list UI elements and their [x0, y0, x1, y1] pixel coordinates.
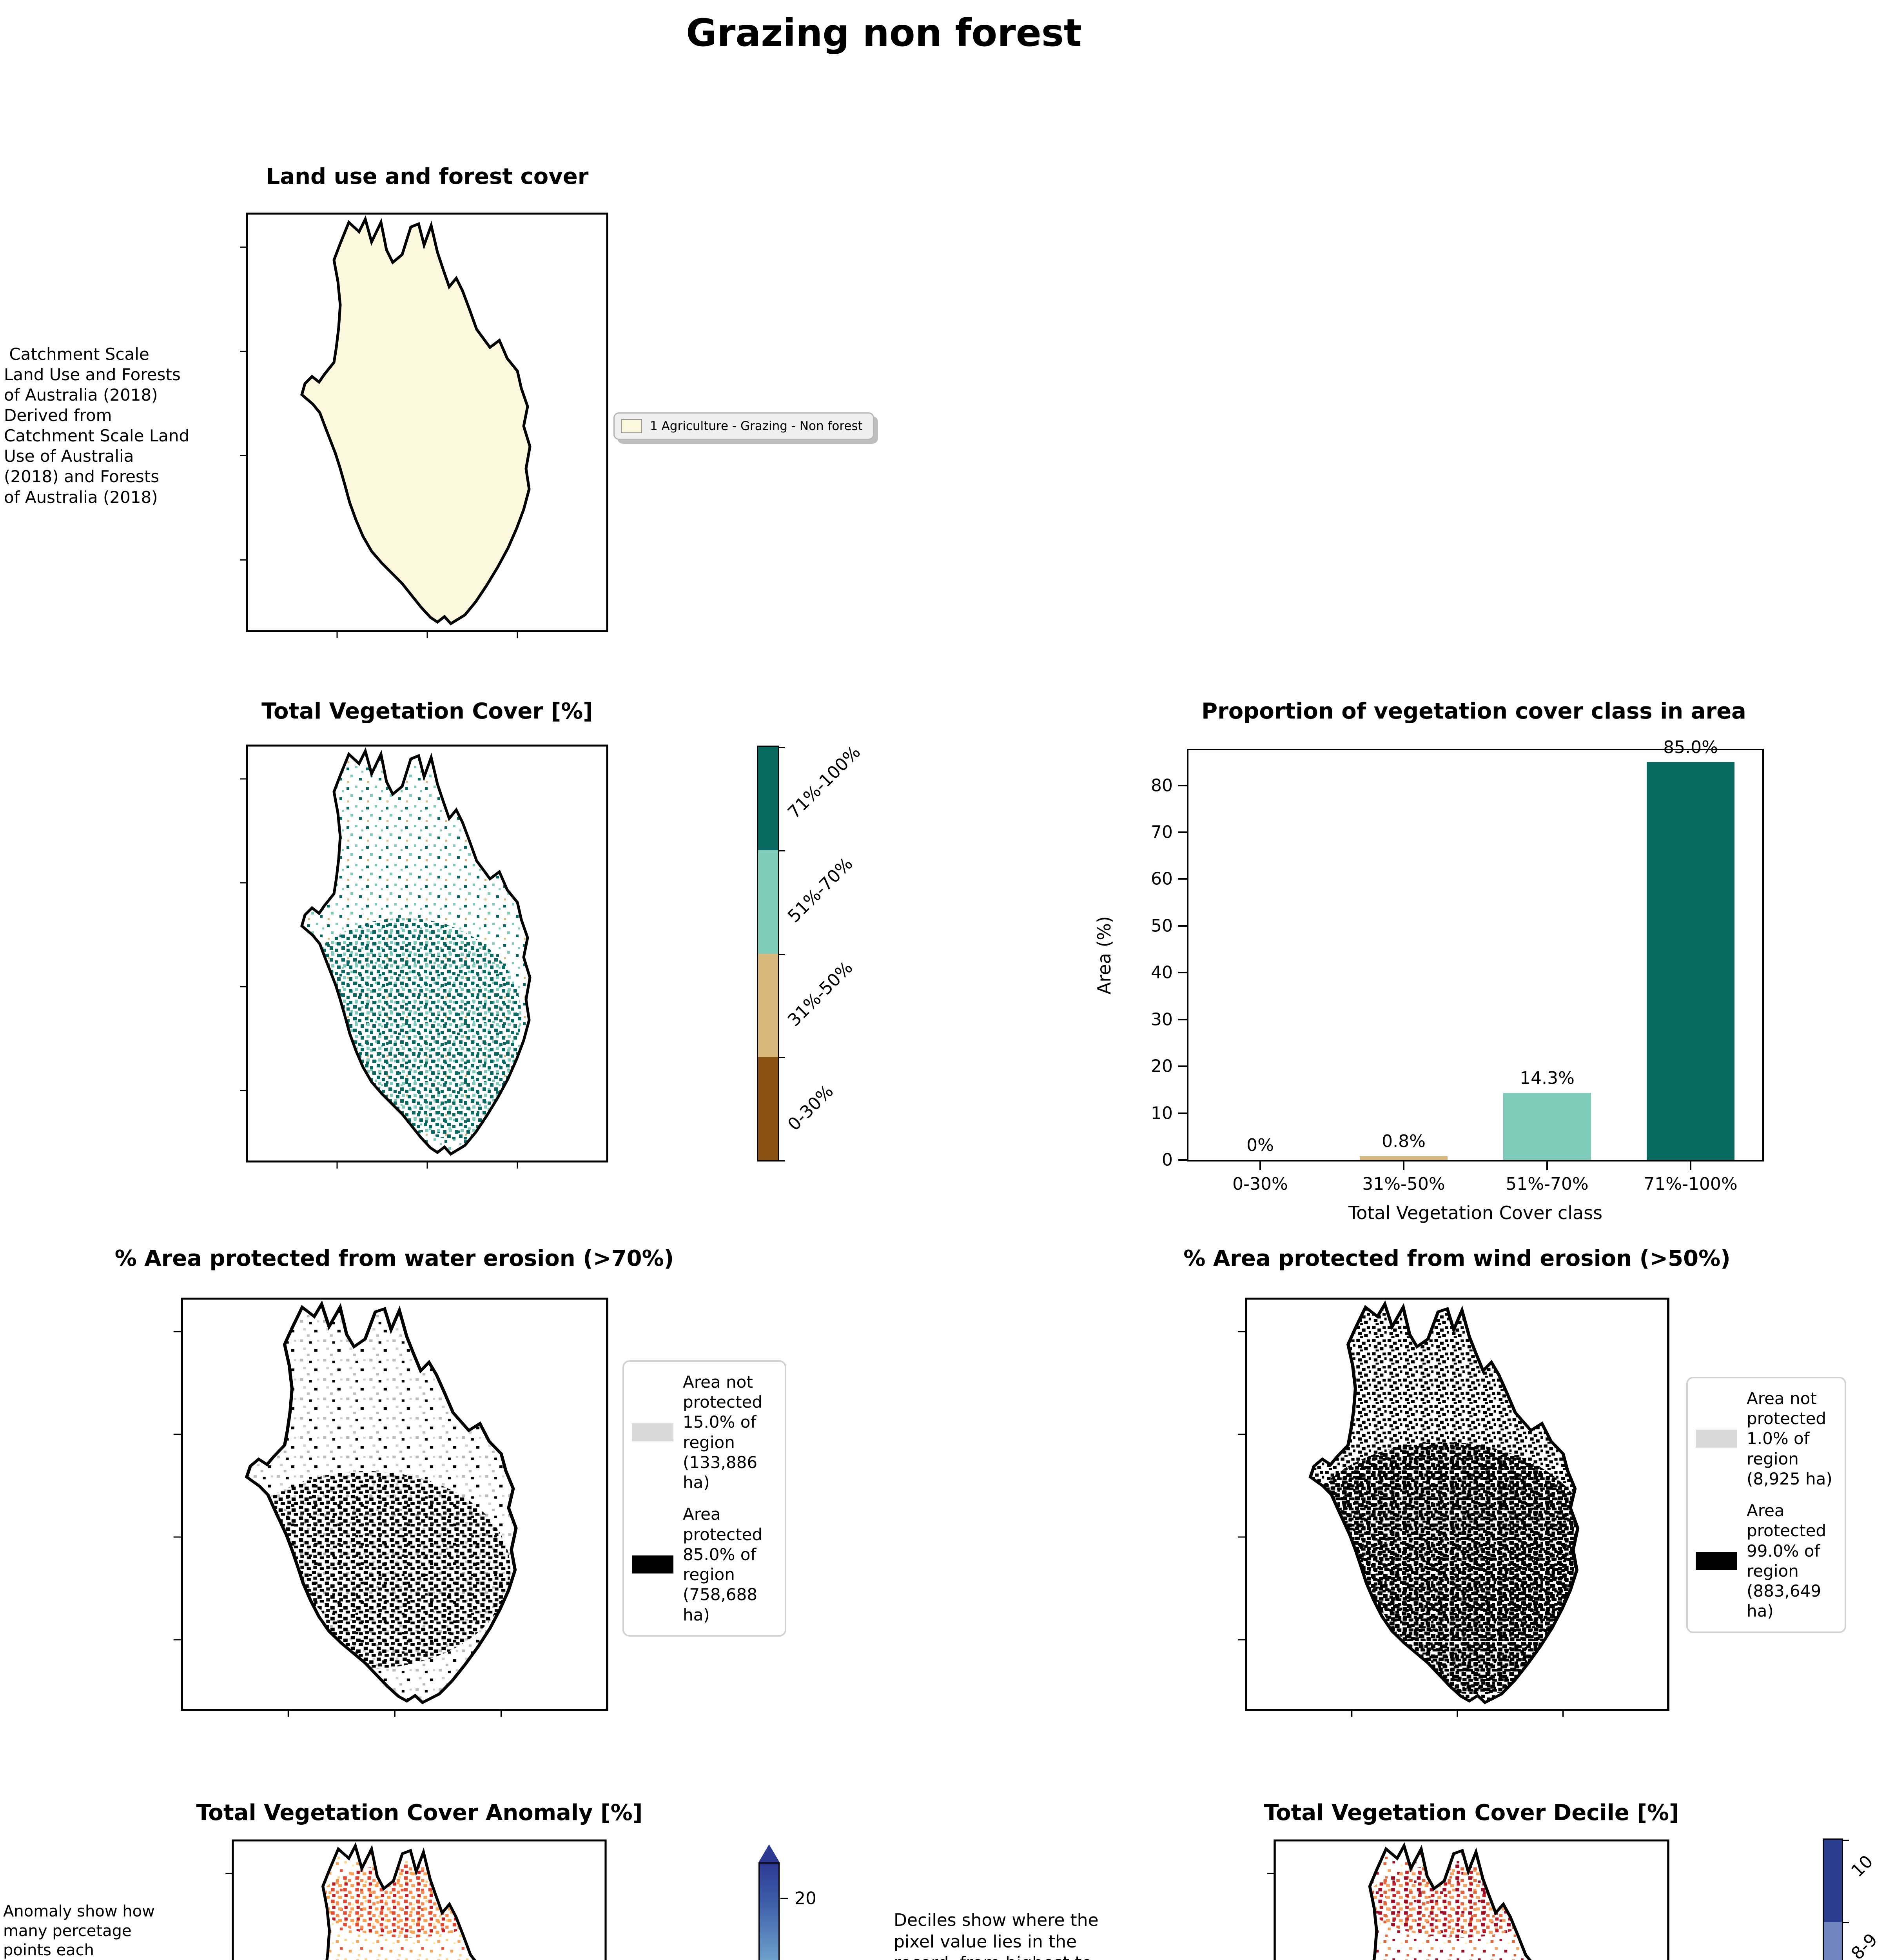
ytick-80: 80 [1151, 775, 1173, 796]
protected-swatch [1696, 1552, 1737, 1570]
ytick-10: 10 [1151, 1103, 1173, 1123]
wind-legend-item-protected: Area protected 99.0% of region (883,649 … [1696, 1501, 1837, 1621]
anomaly-title: Total Vegetation Cover Anomaly [%] [196, 1800, 643, 1826]
tvc-colorbar: 71%-100% 51%-70% 31%-50% 0-30% [757, 742, 864, 1161]
bar-chart-xlabel: Total Vegetation Cover class [1348, 1202, 1603, 1223]
bar-chart-title: Proportion of vegetation cover class in … [1201, 699, 1746, 724]
tvc-colorbar-seg-71-100 [758, 747, 778, 850]
tvc-colorbar-label-0-30: 0-30% [784, 1081, 838, 1135]
bar-chart: Area (%) Total Vegetation Cover class 0 … [1094, 737, 1764, 1223]
ytick-40: 40 [1151, 962, 1173, 983]
water-title: % Area protected from water erosion (>70… [114, 1246, 674, 1271]
land-use-side-text: Catchment Scale Land Use and Forests of … [4, 345, 190, 507]
land-use-legend: 1 Agriculture - Grazing - Non forest [613, 412, 874, 440]
xtick-51-70: 51%-70% [1506, 1174, 1589, 1194]
xtick-71-100: 71%-100% [1644, 1174, 1738, 1194]
bar-31-50 [1360, 1156, 1448, 1160]
not-protected-swatch [1696, 1430, 1737, 1448]
anomaly-colorbar-body [758, 1862, 780, 1960]
wind-legend: Area not protected 1.0% of region (8,925… [1686, 1377, 1846, 1633]
protected-swatch [632, 1555, 673, 1574]
wind-title: % Area protected from wind erosion (>50%… [1183, 1246, 1731, 1271]
xtick-0-30: 0-30% [1232, 1174, 1288, 1194]
not-protected-swatch [632, 1423, 673, 1441]
tvc-colorbar-seg-31-50 [758, 953, 778, 1057]
water-protected-label: Area protected 85.0% of region (758,688 … [683, 1504, 763, 1624]
tvc-colorbar-label-71-100: 71%-100% [784, 742, 865, 823]
bar-71-100 [1647, 762, 1734, 1160]
wind-erosion-map [1237, 1298, 1669, 1717]
tvc-colorbar-seg-51-70 [758, 850, 778, 954]
axis-ticks [240, 246, 518, 639]
water-legend: Area not protected 15.0% of region (133,… [622, 1360, 786, 1637]
ytick-0: 0 [1162, 1150, 1173, 1170]
ytick-70: 70 [1151, 822, 1173, 842]
decile-map [1267, 1839, 1669, 1960]
xtick-31-50: 31%-50% [1362, 1174, 1445, 1194]
decile-seg-10 [1824, 1840, 1842, 1922]
bar-value-31-50: 0.8% [1382, 1131, 1426, 1152]
water-erosion-map [173, 1298, 608, 1717]
decile-colorbar: 10 8-9 4-7 2-3 1 [1823, 1838, 1881, 1960]
bar-chart-ylabel: Area (%) [1094, 916, 1115, 995]
wind-protected-label: Area protected 99.0% of region (883,649 … [1747, 1501, 1827, 1621]
bar-51-70 [1503, 1093, 1591, 1160]
water-not-protected-label: Area not protected 15.0% of region (133,… [683, 1372, 763, 1492]
ytick-20: 20 [1151, 1056, 1173, 1076]
wind-not-protected-label: Area not protected 1.0% of region (8,925… [1747, 1389, 1832, 1488]
ytick-60: 60 [1151, 869, 1173, 889]
anomaly-side-text: Anomaly show how many percetage points e… [3, 1902, 155, 1960]
bar-value-0-30: 0% [1246, 1135, 1274, 1155]
anomaly-colorbar: 20 10 0 −10 −20 [758, 1844, 816, 1960]
anomaly-colorbar-arrow-up [758, 1844, 780, 1862]
tvc-map [240, 744, 608, 1169]
tvc-title: Total Vegetation Cover [%] [261, 699, 593, 724]
tvc-colorbar-label-31-50: 31%-50% [784, 957, 857, 1031]
land-use-legend-swatch [621, 419, 642, 433]
land-use-map [240, 212, 608, 639]
catchment-outline [300, 215, 532, 626]
tvc-colorbar-seg-0-30 [758, 1057, 778, 1160]
decile-seg-8-9 [1824, 1922, 1842, 1960]
bar-value-71-100: 85.0% [1663, 737, 1718, 757]
land-use-title: Land use and forest cover [266, 164, 589, 189]
anomaly-tick-20: 20 [795, 1888, 816, 1909]
decile-label-10: 10 [1847, 1851, 1877, 1881]
decile-title: Total Vegetation Cover Decile [%] [1264, 1800, 1679, 1826]
wind-legend-item-not-protected: Area not protected 1.0% of region (8,925… [1696, 1388, 1837, 1489]
decile-label-8-9: 8-9 [1847, 1929, 1881, 1960]
page-title: Grazing non forest [686, 11, 1082, 55]
land-use-legend-label: 1 Agriculture - Grazing - Non forest [650, 419, 863, 433]
water-legend-item-not-protected: Area not protected 15.0% of region (133,… [632, 1372, 777, 1492]
bar-value-51-70: 14.3% [1520, 1068, 1575, 1089]
tvc-colorbar-label-51-70: 51%-70% [784, 853, 857, 927]
anomaly-map [225, 1839, 607, 1960]
ytick-50: 50 [1151, 916, 1173, 936]
decile-side-text: Deciles show where the pixel value lies … [894, 1910, 1099, 1960]
water-legend-item-protected: Area protected 85.0% of region (758,688 … [632, 1504, 777, 1624]
ytick-30: 30 [1151, 1009, 1173, 1030]
